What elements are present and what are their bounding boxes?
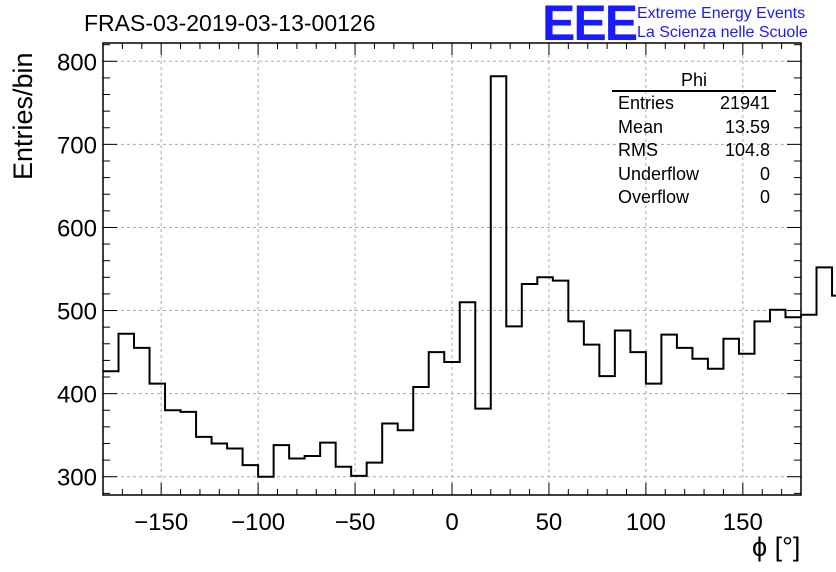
stats-value: 0 <box>759 163 770 184</box>
histogram-bar <box>754 321 770 495</box>
stats-row-mean: Mean 13.59 <box>612 116 776 140</box>
x-tick-label: −50 <box>335 509 376 536</box>
stats-box-name: Phi <box>612 70 776 92</box>
axis-ticks: −150 −100 −50 0 50 100 150 300 400 500 600 700 800 <box>57 43 802 536</box>
histogram-bar <box>413 387 429 495</box>
y-tick-label: 800 <box>57 49 97 76</box>
histogram-bar <box>522 284 538 495</box>
y-tick-label: 400 <box>57 382 97 409</box>
histogram-bar <box>584 345 600 495</box>
histogram-bar <box>615 330 631 495</box>
y-axis-label: Entries/bin <box>8 52 38 180</box>
x-tick-label: −150 <box>134 509 188 536</box>
eee-logo-text: Extreme Energy Events La Scienza nelle S… <box>637 4 808 42</box>
stats-value: 13.59 <box>724 116 770 137</box>
histogram-bar <box>398 430 414 495</box>
histogram-bar <box>801 315 817 495</box>
stats-label: Mean <box>618 116 664 137</box>
y-tick-label: 700 <box>57 132 97 159</box>
histogram-bar <box>320 443 336 495</box>
stats-label: Overflow <box>618 187 690 207</box>
histogram-bar <box>212 443 228 495</box>
grid-lines <box>103 43 801 495</box>
histogram-bar <box>475 409 491 495</box>
x-tick-label: 0 <box>445 509 458 536</box>
stats-label: Entries <box>618 93 675 113</box>
histogram-bar <box>677 348 693 495</box>
histogram-bar <box>646 384 662 495</box>
histogram-bar <box>832 296 836 495</box>
histogram-bar <box>134 348 150 495</box>
histogram-bar <box>243 465 259 495</box>
histogram-bar <box>661 335 677 495</box>
y-tick-label: 300 <box>57 465 97 492</box>
histogram-bar <box>491 76 507 495</box>
stats-box: Phi Entries 21941 Mean 13.59 RMS 104.8 U… <box>612 70 776 210</box>
histogram-bar <box>630 352 646 495</box>
histogram-bar <box>382 424 398 495</box>
x-axis-label: ϕ [°] <box>752 532 801 562</box>
histogram-bar <box>770 310 786 495</box>
histogram-bar <box>506 326 522 495</box>
y-tick-label: 500 <box>57 299 97 326</box>
stats-value: 0 <box>759 187 770 207</box>
histogram-bar <box>460 302 476 495</box>
histogram-series <box>103 75 836 495</box>
histogram-bar <box>150 384 166 495</box>
y-tick-label: 600 <box>57 215 97 242</box>
histogram-bar <box>739 354 755 495</box>
logo-line-1: Extreme Energy Events <box>637 5 806 22</box>
logo-line-2: La Scienza nelle Scuole <box>637 24 808 41</box>
stats-row-overflow: Overflow 0 <box>612 186 776 210</box>
stats-value: 104.8 <box>724 140 770 160</box>
histogram-bar <box>274 445 290 495</box>
eee-logo: EEE <box>542 0 638 51</box>
histogram-bar <box>196 437 212 495</box>
histogram-bar <box>227 448 243 495</box>
chart-title: FRAS-03-2019-03-13-00126 <box>84 10 376 36</box>
histogram-bar <box>119 334 135 495</box>
histogram-bar <box>305 456 321 495</box>
x-tick-label: 50 <box>536 509 563 536</box>
x-tick-label: 150 <box>723 509 763 536</box>
histogram-bar <box>429 352 445 495</box>
x-tick-label: −100 <box>231 509 285 536</box>
stats-row-underflow: Underflow 0 <box>612 163 776 187</box>
stats-label: Underflow <box>618 163 700 184</box>
stats-row-rms: RMS 104.8 <box>612 139 776 163</box>
histogram-bar <box>351 476 367 495</box>
histogram-bar <box>723 339 739 495</box>
histogram-bar <box>258 477 274 495</box>
histogram-bar <box>708 369 724 495</box>
stats-label: RMS <box>618 140 658 160</box>
histogram-bar <box>537 277 553 495</box>
x-tick-label: 100 <box>626 509 666 536</box>
stats-row-entries: Entries 21941 <box>612 92 776 116</box>
histogram-bar <box>553 281 569 495</box>
histogram-outline <box>103 75 836 478</box>
histogram-bar <box>817 267 833 495</box>
stats-value: 21941 <box>719 93 770 113</box>
histogram-bar <box>692 359 708 495</box>
histogram-bar <box>568 321 584 495</box>
histogram-bar <box>165 410 181 495</box>
histogram-bar <box>336 467 352 495</box>
histogram-bar <box>181 412 197 495</box>
